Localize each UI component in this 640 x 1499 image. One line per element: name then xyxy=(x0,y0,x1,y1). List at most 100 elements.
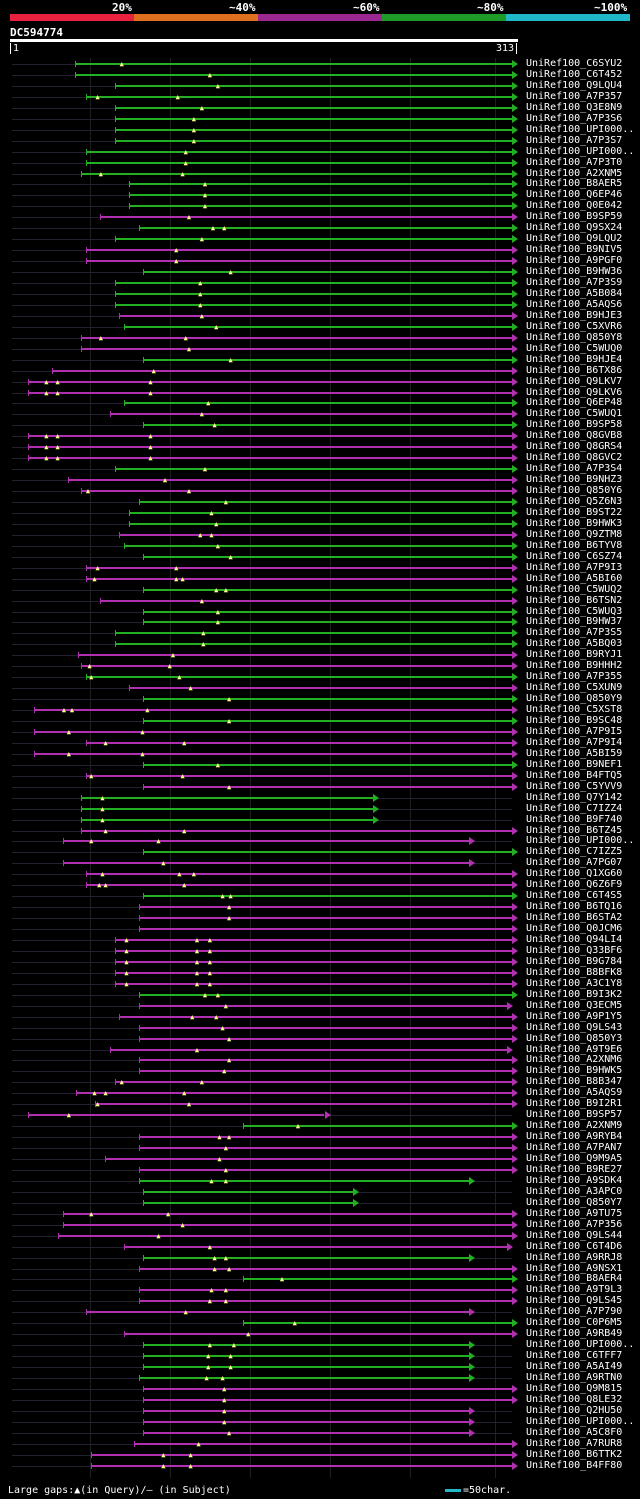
hit-name-link[interactable]: UniRef100_A7PAN7 xyxy=(526,1142,623,1154)
hit-name-link[interactable]: UniRef100_Q9LKV7 xyxy=(526,375,623,387)
hit-name-link[interactable]: UniRef100_UPI000.. xyxy=(526,145,635,157)
hit-name-link[interactable]: UniRef100_A9PGF0 xyxy=(526,255,623,267)
hit-name-link[interactable]: UniRef100_B9RYJ1 xyxy=(526,649,623,661)
hit-alignment-bar[interactable] xyxy=(242,1125,512,1128)
hit-alignment-bar[interactable] xyxy=(80,665,512,668)
hit-name-link[interactable]: UniRef100_Q5Z6N3 xyxy=(526,496,623,507)
hit-name-link[interactable]: UniRef100_B9I3K2 xyxy=(526,988,623,1000)
hit-name-link[interactable]: UniRef100_A9P1Y5 xyxy=(526,1010,623,1022)
hit-alignment-bar[interactable] xyxy=(124,1245,508,1248)
hit-name-link[interactable]: UniRef100_A2XNM5 xyxy=(526,167,623,179)
hit-alignment-bar[interactable] xyxy=(114,468,512,471)
hit-alignment-bar[interactable] xyxy=(138,1070,512,1073)
hit-alignment-bar[interactable] xyxy=(138,917,512,920)
hit-name-link[interactable]: UniRef100_UPI000.. xyxy=(526,123,635,135)
hit-alignment-bar[interactable] xyxy=(80,490,512,493)
hit-name-link[interactable]: UniRef100_Q850Y7 xyxy=(526,1196,623,1208)
hit-name-link[interactable]: UniRef100_Q33BF6 xyxy=(526,944,623,956)
hit-name-link[interactable]: UniRef100_A9RB49 xyxy=(526,1328,623,1340)
hit-name-link[interactable]: UniRef100_A5AQS6 xyxy=(526,298,623,310)
hit-alignment-bar[interactable] xyxy=(138,1267,512,1270)
hit-name-link[interactable]: UniRef100_B6STA2 xyxy=(526,912,623,924)
hit-name-link[interactable]: UniRef100_B9HJE4 xyxy=(526,353,623,365)
hit-alignment-bar[interactable] xyxy=(85,260,512,263)
hit-alignment-bar[interactable] xyxy=(143,1398,512,1401)
hit-name-link[interactable]: UniRef100_B9HJE3 xyxy=(526,309,623,321)
hit-name-link[interactable]: UniRef100_C6T452 xyxy=(526,68,623,80)
hit-name-link[interactable]: UniRef100_C6SYU2 xyxy=(526,58,623,69)
hit-name-link[interactable]: UniRef100_C5XST8 xyxy=(526,704,623,716)
hit-alignment-bar[interactable] xyxy=(85,566,512,569)
hit-name-link[interactable]: UniRef100_Q6EP46 xyxy=(526,189,623,201)
hit-alignment-bar[interactable] xyxy=(119,533,512,536)
hit-name-link[interactable]: UniRef100_C6T4D6 xyxy=(526,1240,623,1252)
hit-name-link[interactable]: UniRef100_A7P3S7 xyxy=(526,134,623,146)
hit-alignment-bar[interactable] xyxy=(109,1048,508,1051)
hit-alignment-bar[interactable] xyxy=(114,960,512,963)
hit-alignment-bar[interactable] xyxy=(85,741,512,744)
hit-alignment-bar[interactable] xyxy=(143,1387,512,1390)
hit-name-link[interactable]: UniRef100_A3C1Y8 xyxy=(526,977,623,989)
hit-name-link[interactable]: UniRef100_Q9M815 xyxy=(526,1382,623,1394)
hit-name-link[interactable]: UniRef100_B9SP59 xyxy=(526,211,623,223)
hit-name-link[interactable]: UniRef100_A9RYB4 xyxy=(526,1131,623,1143)
hit-name-link[interactable]: UniRef100_C5WUQ1 xyxy=(526,408,623,420)
hit-name-link[interactable]: UniRef100_A2XNM9 xyxy=(526,1120,623,1132)
hit-alignment-bar[interactable] xyxy=(138,928,512,931)
hit-alignment-bar[interactable] xyxy=(124,544,512,547)
hit-alignment-bar[interactable] xyxy=(85,884,512,887)
hit-alignment-bar[interactable] xyxy=(90,1464,512,1467)
hit-alignment-bar[interactable] xyxy=(100,599,512,602)
hit-name-link[interactable]: UniRef100_B9F740 xyxy=(526,813,623,825)
hit-alignment-bar[interactable] xyxy=(74,63,512,65)
hit-name-link[interactable]: UniRef100_B8AER4 xyxy=(526,1273,623,1285)
hit-alignment-bar[interactable] xyxy=(114,292,512,295)
hit-name-link[interactable]: UniRef100_A7P3T0 xyxy=(526,156,623,168)
hit-alignment-bar[interactable] xyxy=(143,1256,469,1259)
hit-alignment-bar[interactable] xyxy=(28,391,512,394)
hit-alignment-bar[interactable] xyxy=(85,95,512,98)
hit-alignment-bar[interactable] xyxy=(143,1201,354,1204)
hit-name-link[interactable]: UniRef100_C7IZZ5 xyxy=(526,846,623,858)
hit-alignment-bar[interactable] xyxy=(128,205,512,208)
hit-name-link[interactable]: UniRef100_C5XUN9 xyxy=(526,682,623,694)
hit-alignment-bar[interactable] xyxy=(28,446,512,449)
hit-name-link[interactable]: UniRef100_Q9LS45 xyxy=(526,1295,623,1307)
hit-name-link[interactable]: UniRef100_A7P356 xyxy=(526,1218,623,1230)
hit-alignment-bar[interactable] xyxy=(138,1147,512,1150)
hit-alignment-bar[interactable] xyxy=(90,1453,512,1456)
hit-alignment-bar[interactable] xyxy=(85,150,512,153)
hit-alignment-bar[interactable] xyxy=(114,303,512,306)
hit-alignment-bar[interactable] xyxy=(80,818,373,821)
hit-name-link[interactable]: UniRef100_Q9LKV6 xyxy=(526,386,623,398)
hit-alignment-bar[interactable] xyxy=(143,851,512,854)
hit-alignment-bar[interactable] xyxy=(114,632,512,635)
hit-name-link[interactable]: UniRef100_B9RE27 xyxy=(526,1163,623,1175)
hit-name-link[interactable]: UniRef100_B9I2R1 xyxy=(526,1098,623,1110)
hit-alignment-bar[interactable] xyxy=(143,1366,469,1369)
hit-name-link[interactable]: UniRef100_C0P6M5 xyxy=(526,1317,623,1329)
hit-alignment-bar[interactable] xyxy=(124,402,512,405)
hit-alignment-bar[interactable] xyxy=(124,1333,512,1336)
hit-alignment-bar[interactable] xyxy=(114,949,512,952)
hit-name-link[interactable]: UniRef100_C6T4S5 xyxy=(526,890,623,902)
hit-name-link[interactable]: UniRef100_A5C8F0 xyxy=(526,1426,623,1438)
hit-name-link[interactable]: UniRef100_A5AI49 xyxy=(526,1361,623,1373)
hit-alignment-bar[interactable] xyxy=(74,73,512,76)
hit-alignment-bar[interactable] xyxy=(138,1300,512,1303)
hit-alignment-bar[interactable] xyxy=(128,194,512,197)
hit-name-link[interactable]: UniRef100_Q7Y142 xyxy=(526,791,623,803)
hit-name-link[interactable]: UniRef100_Q3ECM5 xyxy=(526,999,623,1011)
hit-name-link[interactable]: UniRef100_A9TU75 xyxy=(526,1207,623,1219)
hit-alignment-bar[interactable] xyxy=(143,621,512,624)
hit-name-link[interactable]: UniRef100_A9NSX1 xyxy=(526,1262,623,1274)
hit-alignment-bar[interactable] xyxy=(143,1409,469,1412)
hit-alignment-bar[interactable] xyxy=(138,1136,512,1139)
hit-name-link[interactable]: UniRef100_B4FF80 xyxy=(526,1459,623,1471)
hit-alignment-bar[interactable] xyxy=(143,555,512,558)
hit-name-link[interactable]: UniRef100_B9NHZ3 xyxy=(526,474,623,486)
hit-alignment-bar[interactable] xyxy=(128,522,512,525)
hit-alignment-bar[interactable] xyxy=(143,763,512,766)
hit-alignment-bar[interactable] xyxy=(80,172,512,175)
hit-name-link[interactable]: UniRef100_Q0JCM6 xyxy=(526,923,623,935)
